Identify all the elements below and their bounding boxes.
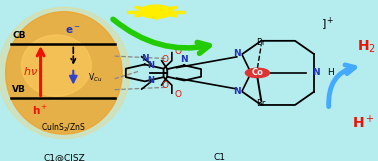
Text: ]$^+$: ]$^+$	[321, 16, 335, 33]
Text: VB: VB	[12, 85, 26, 94]
Ellipse shape	[22, 35, 91, 96]
Text: H$^+$: H$^+$	[352, 114, 375, 131]
Text: Co: Co	[251, 68, 263, 77]
FancyArrowPatch shape	[328, 65, 355, 107]
Text: Br: Br	[257, 38, 266, 47]
Ellipse shape	[0, 7, 130, 138]
Text: O: O	[174, 47, 181, 56]
Text: N: N	[180, 55, 188, 64]
Text: $h\nu$: $h\nu$	[23, 65, 37, 77]
Text: H: H	[327, 68, 334, 77]
Text: CuInS$_2$/ZnS: CuInS$_2$/ZnS	[42, 122, 86, 134]
Text: O: O	[174, 90, 181, 99]
Text: O: O	[162, 81, 169, 90]
Circle shape	[139, 5, 173, 18]
Text: H$_2$: H$_2$	[357, 38, 376, 55]
Text: O: O	[162, 55, 169, 64]
FancyArrowPatch shape	[113, 19, 209, 53]
Text: CB: CB	[12, 31, 26, 40]
Text: N: N	[147, 76, 154, 85]
Text: h$^+$: h$^+$	[33, 104, 49, 117]
Text: e$^-$: e$^-$	[65, 25, 81, 36]
Circle shape	[245, 68, 270, 78]
Text: C1@CISZ: C1@CISZ	[43, 153, 85, 161]
Text: Br: Br	[257, 99, 266, 108]
Text: N: N	[312, 68, 319, 77]
Text: N: N	[141, 54, 149, 63]
Ellipse shape	[6, 12, 122, 134]
Text: N: N	[233, 49, 240, 58]
Text: C1: C1	[214, 153, 226, 161]
Text: N: N	[147, 61, 154, 70]
Text: N: N	[233, 87, 240, 96]
Text: V$_{Cu}$: V$_{Cu}$	[88, 71, 102, 84]
